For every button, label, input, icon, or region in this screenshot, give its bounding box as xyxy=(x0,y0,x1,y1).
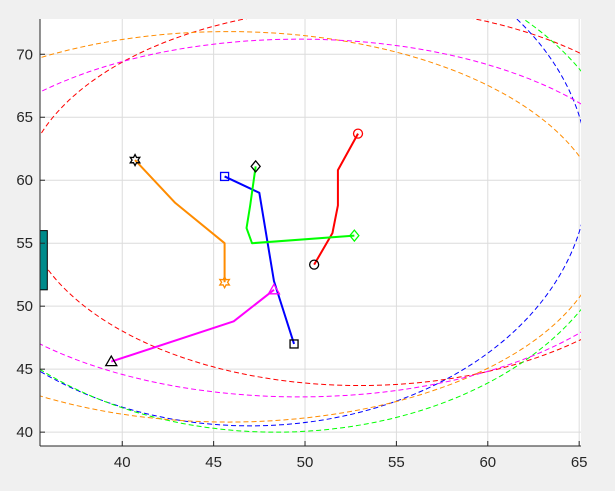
end-marker-0 xyxy=(352,128,364,139)
y-tick-label-1: 45 xyxy=(16,361,33,378)
x-tick-label-1: 45 xyxy=(205,454,222,471)
uncertainty-ellipses xyxy=(40,19,581,433)
plot-area xyxy=(40,19,581,446)
axes xyxy=(39,19,581,447)
obstacle-block xyxy=(40,230,48,291)
y-tick-label-3: 55 xyxy=(16,235,33,252)
y-tick-label-2: 50 xyxy=(16,298,33,315)
y-tick-label-6: 70 xyxy=(16,46,33,63)
trajectory-markers xyxy=(104,128,364,367)
start-marker-4 xyxy=(104,354,118,367)
trajectory-lines xyxy=(110,133,359,363)
start-marker-0 xyxy=(309,259,320,270)
trajectory-line-1 xyxy=(224,175,296,345)
obstacle-layer xyxy=(40,230,48,291)
ellipse-1 xyxy=(40,19,581,427)
ellipse-4 xyxy=(40,38,581,398)
x-tick-label-5: 65 xyxy=(571,454,588,471)
ellipse-3 xyxy=(40,31,581,423)
x-axis-ticks: 40 45 50 55 60 65 xyxy=(114,441,588,471)
trajectory-line-4 xyxy=(110,289,275,363)
y-tick-label-4: 60 xyxy=(16,172,33,189)
end-marker-2 xyxy=(349,229,360,243)
start-marker-1 xyxy=(289,339,299,349)
y-tick-label-0: 40 xyxy=(16,424,33,441)
start-marker-2 xyxy=(250,159,262,173)
start-marker-3 xyxy=(129,153,142,167)
end-marker-4 xyxy=(267,283,281,295)
x-tick-label-2: 50 xyxy=(297,454,314,471)
end-marker-3 xyxy=(218,275,231,290)
trajectory-line-0 xyxy=(313,133,359,266)
x-tick-label-4: 60 xyxy=(479,454,496,471)
y-axis-ticks: 40 45 50 55 60 65 70 xyxy=(16,46,45,441)
x-tick-label-0: 40 xyxy=(114,454,131,471)
end-marker-1 xyxy=(219,171,230,182)
y-tick-label-5: 65 xyxy=(16,109,33,126)
trajectory-line-2 xyxy=(245,166,355,245)
x-tick-label-3: 55 xyxy=(388,454,405,471)
trajectory-line-3 xyxy=(134,159,226,283)
